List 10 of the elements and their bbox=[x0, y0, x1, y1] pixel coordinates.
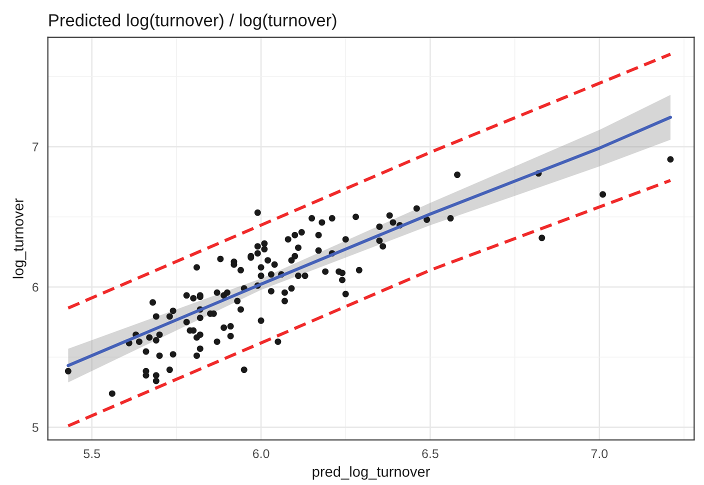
y-tick-label: 5 bbox=[32, 423, 38, 432]
x-tick-label: 5.5 bbox=[84, 449, 100, 458]
x-axis-title: pred_log_turnover bbox=[312, 466, 430, 480]
x-tick-label: 6.0 bbox=[252, 449, 270, 458]
y-tick-label: 6 bbox=[32, 282, 38, 292]
chart-title: Predicted log(turnover) / log(turnover) bbox=[49, 14, 336, 30]
y-tick-label: 7 bbox=[32, 142, 38, 152]
x-tick-label: 6.5 bbox=[422, 449, 438, 458]
x-tick-label: 7.0 bbox=[591, 449, 608, 458]
y-axis-title: log_turnover bbox=[12, 198, 26, 278]
